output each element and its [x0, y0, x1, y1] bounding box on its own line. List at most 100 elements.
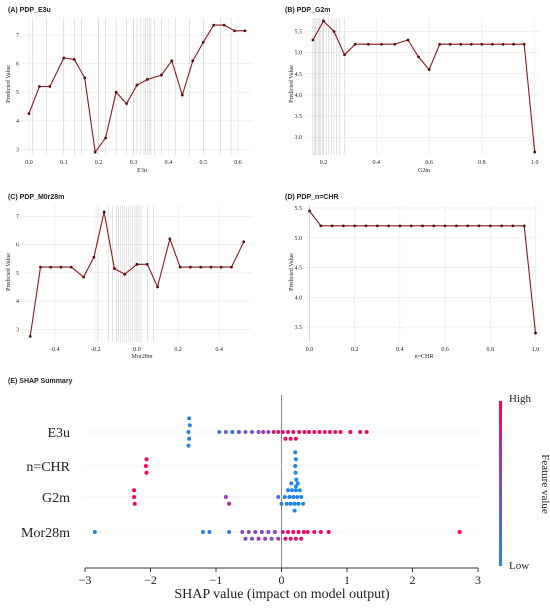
y-tick-label: 3.5 — [295, 325, 303, 331]
shap-point — [144, 470, 149, 475]
shap-point — [301, 530, 306, 534]
pdp-point — [82, 275, 86, 279]
pdp-point — [443, 224, 447, 228]
pdp-point — [477, 224, 481, 228]
pdp-point — [398, 224, 402, 228]
shap-point — [207, 530, 212, 534]
x-tick-label: 0.2 — [351, 347, 359, 353]
pdp-point — [512, 42, 515, 46]
shap-point — [132, 501, 137, 506]
shap-point — [243, 430, 248, 434]
shap-point — [283, 436, 288, 441]
x-tick-label: -0.4 — [50, 347, 60, 353]
y-tick-label: 6 — [16, 62, 19, 68]
x-tick-label: 0.5 — [199, 160, 207, 166]
pdp-point — [125, 102, 128, 106]
shap-point — [287, 495, 292, 499]
x-tick-label: 0.4 — [215, 347, 223, 353]
shap-point — [187, 423, 192, 428]
pdp-point — [104, 136, 108, 140]
pdp-point — [393, 42, 397, 46]
pdp-point — [500, 224, 503, 228]
pdp-point — [38, 85, 41, 88]
pdp-point — [199, 265, 203, 269]
pdp-point — [380, 42, 383, 46]
y-tick-label: 5 — [16, 90, 19, 96]
shap-point — [272, 530, 277, 534]
panel-title: (A) PDP_E3u — [8, 7, 51, 14]
shap-point — [293, 536, 298, 541]
pdp-point — [48, 85, 52, 88]
pdp-point — [454, 224, 458, 228]
feature-label: n=CHR — [26, 460, 70, 475]
pdp-point — [72, 57, 76, 61]
pdp-point — [466, 224, 470, 228]
x-tick-label: 0.6 — [234, 160, 242, 166]
shap-point — [261, 430, 266, 434]
shap-point — [263, 536, 268, 541]
pdp-point — [113, 267, 116, 270]
pdp-point — [146, 77, 149, 81]
shap-point — [307, 430, 312, 434]
y-tick-label: 4.0 — [295, 93, 303, 99]
shap-point — [187, 436, 192, 441]
shap-point — [312, 530, 317, 534]
shap-point — [326, 530, 331, 534]
pdp-point — [135, 83, 139, 87]
pdp-point — [230, 265, 233, 269]
x-axis-label: G2m — [418, 168, 430, 174]
x-tick-label: −2 — [144, 573, 157, 587]
shap-point — [240, 530, 245, 534]
shap-point — [284, 501, 289, 506]
pdp-panel-e3u: (A) PDP_E3u E3u Predicted Value 0.0 0.1 0.… — [6, 7, 252, 174]
pdp-point — [243, 29, 247, 33]
pdp-point — [92, 255, 96, 259]
x-tick-label: 0.0 — [25, 160, 33, 166]
pdp-point — [409, 224, 413, 228]
pdp-point — [342, 224, 345, 228]
y-tick-label: 5.0 — [295, 236, 303, 242]
x-tick-label: 0.3 — [130, 160, 138, 166]
y-tick-label: 4 — [16, 299, 19, 305]
pdp-point — [170, 59, 174, 63]
x-tick-label: 2 — [410, 573, 416, 587]
pdp-point — [168, 237, 172, 241]
shap-point — [187, 416, 192, 421]
pdp-point — [114, 90, 118, 94]
pdp-panel-mor28m: (C) PDP_M0r28m Mor28m Predicted Value -0… — [6, 194, 252, 360]
y-tick-label: 3.5 — [295, 114, 303, 120]
pdp-point — [39, 265, 42, 269]
pdp-point — [322, 19, 325, 23]
shap-point — [143, 464, 148, 468]
shap-point — [312, 430, 317, 434]
pdp-point — [366, 42, 370, 46]
shap-point — [276, 536, 281, 541]
x-tick-label: 0.1 — [60, 160, 68, 166]
x-tick-label: 0.6 — [425, 160, 433, 166]
y-tick-label: 3 — [16, 147, 19, 153]
shap-point — [293, 436, 298, 441]
shap-point — [271, 430, 276, 434]
pdp-point — [28, 334, 32, 338]
pdp-point — [488, 224, 492, 228]
pdp-point — [353, 224, 357, 228]
shap-point — [327, 430, 332, 434]
pdp-point — [480, 42, 484, 46]
feature-label: G2m — [42, 491, 70, 506]
y-tick-label: 4.5 — [295, 266, 303, 272]
x-tick-label: −3 — [79, 573, 92, 587]
pdp-point — [180, 93, 184, 97]
x-tick-label: 1 — [344, 573, 350, 587]
x-tick-label: 0.2 — [95, 160, 103, 166]
x-tick-label: 0.0 — [133, 347, 141, 353]
y-tick-label: 5.5 — [295, 30, 303, 36]
pdp-point — [27, 112, 31, 116]
pdp-point — [438, 42, 442, 46]
shap-point — [223, 430, 228, 434]
shap-point — [186, 443, 191, 448]
pdp-point — [343, 53, 347, 57]
shap-point — [266, 530, 271, 534]
x-tick-label: -0.2 — [91, 347, 101, 353]
y-axis-label: Predicted Value — [6, 253, 12, 291]
shap-point — [288, 501, 293, 506]
